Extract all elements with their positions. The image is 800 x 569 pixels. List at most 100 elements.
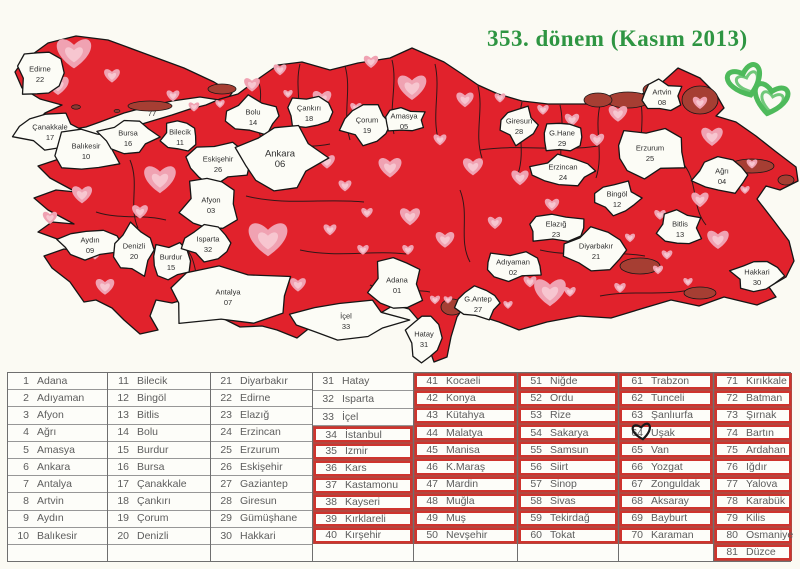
province-Elazığ (529, 213, 585, 243)
province-number: 52 (530, 392, 542, 405)
heart-icon (397, 75, 427, 100)
province-label: Bilecik (169, 128, 191, 137)
province-name: Eskişehir (240, 460, 283, 473)
table-row-empty (211, 545, 312, 561)
province-number: 50 (426, 529, 438, 542)
province-name: Bolu (137, 426, 159, 439)
province-name: Bartın (746, 426, 775, 439)
heart-icon (691, 192, 709, 208)
province-number: 27 (220, 477, 232, 490)
dark-red-province (207, 83, 237, 95)
province-name: Diyarbakır (240, 374, 288, 387)
boxed-cell: 35 İzmir (314, 444, 412, 460)
province-number: 21 (220, 374, 232, 387)
province-name: Kırklareli (345, 512, 386, 525)
province-Eskişehir (185, 141, 251, 188)
boxed-cell: 73 Şırnak (715, 408, 791, 424)
province-number: 57 (530, 477, 542, 490)
heart-icon (608, 105, 628, 122)
province-number: 42 (426, 392, 438, 405)
table-row: 53 Rize (518, 407, 618, 425)
province-name: Balıkesir (37, 529, 78, 542)
boxed-cell: 40 Kırşehir (314, 528, 412, 544)
heart-icon (614, 283, 626, 293)
boxed-cell: 72 Batman (715, 391, 791, 407)
boxed-cell: 49 Muş (415, 510, 516, 526)
province-number: 75 (726, 443, 738, 456)
heart-icon (402, 245, 414, 255)
province-number: 64 (631, 426, 643, 439)
table-row: 49 Muş (414, 509, 517, 527)
dark-red-province (583, 92, 613, 108)
province-name: Malatya (446, 426, 483, 439)
province-name: İzmir (345, 445, 368, 458)
province-label: Eskişehir (203, 155, 234, 164)
province-number: 23 (220, 409, 232, 422)
table-row: 58 Sivas (518, 492, 618, 510)
heart-icon (188, 102, 200, 112)
table-row: 21 Diyarbakır (211, 373, 312, 391)
province-code: 26 (214, 165, 222, 174)
province-name: Sinop (550, 477, 577, 490)
boxed-cell: 38 Kayseri (314, 494, 412, 510)
province-name: Gaziantep (240, 477, 288, 490)
province-label: Edirne (29, 65, 51, 74)
province-number: 60 (530, 529, 542, 542)
province-name: K.Maraş (446, 460, 486, 473)
province-label: Ağrı (715, 167, 729, 176)
page-title: 353. dönem (Kasım 2013) (487, 26, 748, 51)
heart-icon (429, 295, 441, 305)
heart-icon (589, 133, 605, 146)
province-name: Burdur (137, 443, 169, 456)
province-code: 27 (474, 305, 482, 314)
table-row: 48 Muğla (414, 492, 517, 510)
province-code: 30 (753, 278, 761, 287)
province-name: Sivas (550, 494, 576, 507)
table-row: 3 Afyon (8, 407, 107, 425)
province-name: Nevşehir (446, 529, 488, 542)
heart-icon (564, 287, 576, 297)
table-row: 30 Hakkari (211, 528, 312, 545)
table-column-1: 1 Adana 2 Adıyaman 3 Afyon 4 Ağrı 5 Amasya 6 Ankara… (8, 373, 108, 561)
heart-icon (534, 279, 566, 307)
province-number: 71 (726, 375, 738, 388)
province-name: Niğde (550, 375, 578, 388)
table-row: 38 Kayseri (313, 493, 413, 511)
province-name: Samsun (550, 443, 589, 456)
province-Bingöl (593, 180, 643, 217)
province-number: 59 (530, 512, 542, 525)
province-name: Mardin (446, 477, 479, 490)
heart-icon (740, 185, 750, 194)
boxed-cell: 74 Bartın (715, 425, 791, 441)
table-row: 43 Kütahya (414, 407, 517, 425)
province-Çorum (338, 103, 392, 147)
province-number: 65 (631, 443, 643, 456)
province-number: 49 (426, 512, 438, 525)
table-row: 33 İçel (313, 409, 413, 427)
province-name: Düzce (746, 546, 776, 559)
table-row: 7 Antalya (8, 476, 107, 494)
province-label: Isparta (197, 235, 221, 244)
province-number: 73 (726, 409, 738, 422)
province-name: Muş (446, 512, 466, 525)
boxed-cell: 44 Malatya (415, 425, 516, 441)
green-hearts-doodle (724, 62, 791, 117)
table-row: 22 Edirne (211, 390, 312, 408)
table-row: 71 Kırıkkale (714, 373, 792, 391)
province-name: Uşak (651, 426, 675, 439)
province-number: 62 (631, 392, 643, 405)
heart-icon (244, 78, 260, 92)
table-row: 14 Bolu (108, 425, 210, 442)
table-row: 4 Ağrı (8, 425, 107, 442)
province-name: Kocaeli (446, 375, 481, 388)
province-code: 09 (86, 246, 94, 255)
province-number: 18 (117, 495, 129, 508)
province-code: 12 (613, 200, 621, 209)
boxed-cell: 81 Düzce (715, 544, 791, 561)
province-number: 6 (23, 460, 29, 473)
province-name: Hakkari (240, 529, 276, 542)
province-label: İçel (340, 312, 352, 321)
table-row: 17 Çanakkale (108, 476, 210, 494)
boxed-cell: 55 Samsun (519, 442, 617, 458)
heart-icon (166, 90, 180, 102)
